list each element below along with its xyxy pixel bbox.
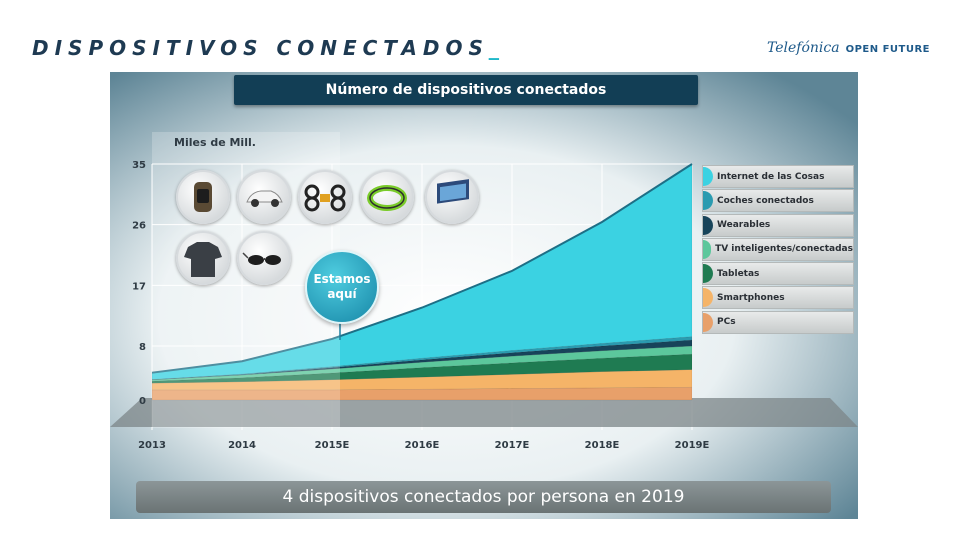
- total-line: [151, 163, 693, 374]
- legend-swatch: [703, 312, 713, 332]
- y-tick-label: 26: [132, 221, 146, 232]
- brand-subtitle: OPEN FUTURE: [845, 44, 930, 55]
- x-tick-label: 2017E: [495, 440, 530, 451]
- legend-swatch: [703, 239, 712, 259]
- legend-label: Smartphones: [717, 292, 785, 303]
- y-axis: 0 8 17 26 35: [132, 160, 146, 407]
- legend-swatch: [703, 264, 713, 284]
- legend-label: Coches conectados: [717, 195, 814, 206]
- legend-item: Wearables: [702, 213, 854, 237]
- y-axis-unit: Miles de Mill.: [174, 136, 256, 149]
- watch-icon: [176, 170, 230, 224]
- chart-legend: Internet de las Cosas Coches conectados We…: [702, 165, 854, 335]
- y-tick-label: 8: [139, 342, 146, 353]
- tv-icon: [425, 170, 479, 224]
- slide-title-text: DISPOSITIVOS CONECTADOS: [32, 36, 489, 60]
- legend-swatch: [703, 288, 713, 308]
- legend-item: TV inteligentes/conectadas: [702, 237, 854, 261]
- wristband-icon: [360, 170, 414, 224]
- legend-item: Tabletas: [702, 262, 854, 286]
- y-tick-label: 0: [139, 396, 146, 407]
- legend-swatch: [703, 191, 713, 211]
- legend-swatch: [703, 215, 713, 235]
- x-tick-label: 2014: [228, 440, 256, 451]
- legend-item: PCs: [702, 310, 854, 334]
- drone-icon: [298, 170, 352, 224]
- title-cursor: _: [488, 36, 499, 60]
- chart-panel: 0 8 17 26 35 2013 2014 2015E 2016E 2017E 2018E 201…: [110, 72, 858, 519]
- glasses-icon: [237, 231, 291, 285]
- x-axis: 2013 2014 2015E 2016E 2017E 2018E 2019E: [138, 440, 709, 451]
- legend-label: TV inteligentes/conectadas: [715, 244, 853, 255]
- slide-title: DISPOSITIVOS CONECTADOS_: [32, 36, 499, 60]
- x-tick-label: 2019E: [675, 440, 710, 451]
- x-tick-label: 2018E: [585, 440, 620, 451]
- marker-text-line1: Estamos: [313, 272, 371, 286]
- chart-title: Número de dispositivos conectados: [234, 75, 698, 105]
- legend-item: Internet de las Cosas: [702, 165, 854, 188]
- legend-swatch: [703, 167, 713, 186]
- legend-item: Coches conectados: [702, 189, 854, 213]
- car-icon: [237, 170, 291, 224]
- y-tick-label: 17: [132, 281, 146, 292]
- x-tick-label: 2015E: [315, 440, 350, 451]
- x-tick-label: 2016E: [405, 440, 440, 451]
- brand-logo: Telefónica OPEN FUTURE: [767, 40, 930, 56]
- chart-floor: [110, 398, 858, 427]
- legend-label: Internet de las Cosas: [717, 171, 825, 182]
- y-tick-label: 35: [132, 160, 146, 171]
- legend-label: Tabletas: [717, 268, 760, 279]
- brand-name: Telefónica: [766, 40, 840, 56]
- legend-item: Smartphones: [702, 286, 854, 310]
- legend-label: PCs: [717, 317, 736, 328]
- legend-label: Wearables: [717, 220, 771, 231]
- current-position-marker: Estamos aquí: [305, 250, 379, 324]
- shirt-icon: [176, 231, 230, 285]
- footer-banner: 4 dispositivos conectados por persona en…: [136, 481, 831, 513]
- x-tick-label: 2013: [138, 440, 166, 451]
- marker-text-line2: aquí: [327, 287, 357, 301]
- area-series: [151, 163, 693, 401]
